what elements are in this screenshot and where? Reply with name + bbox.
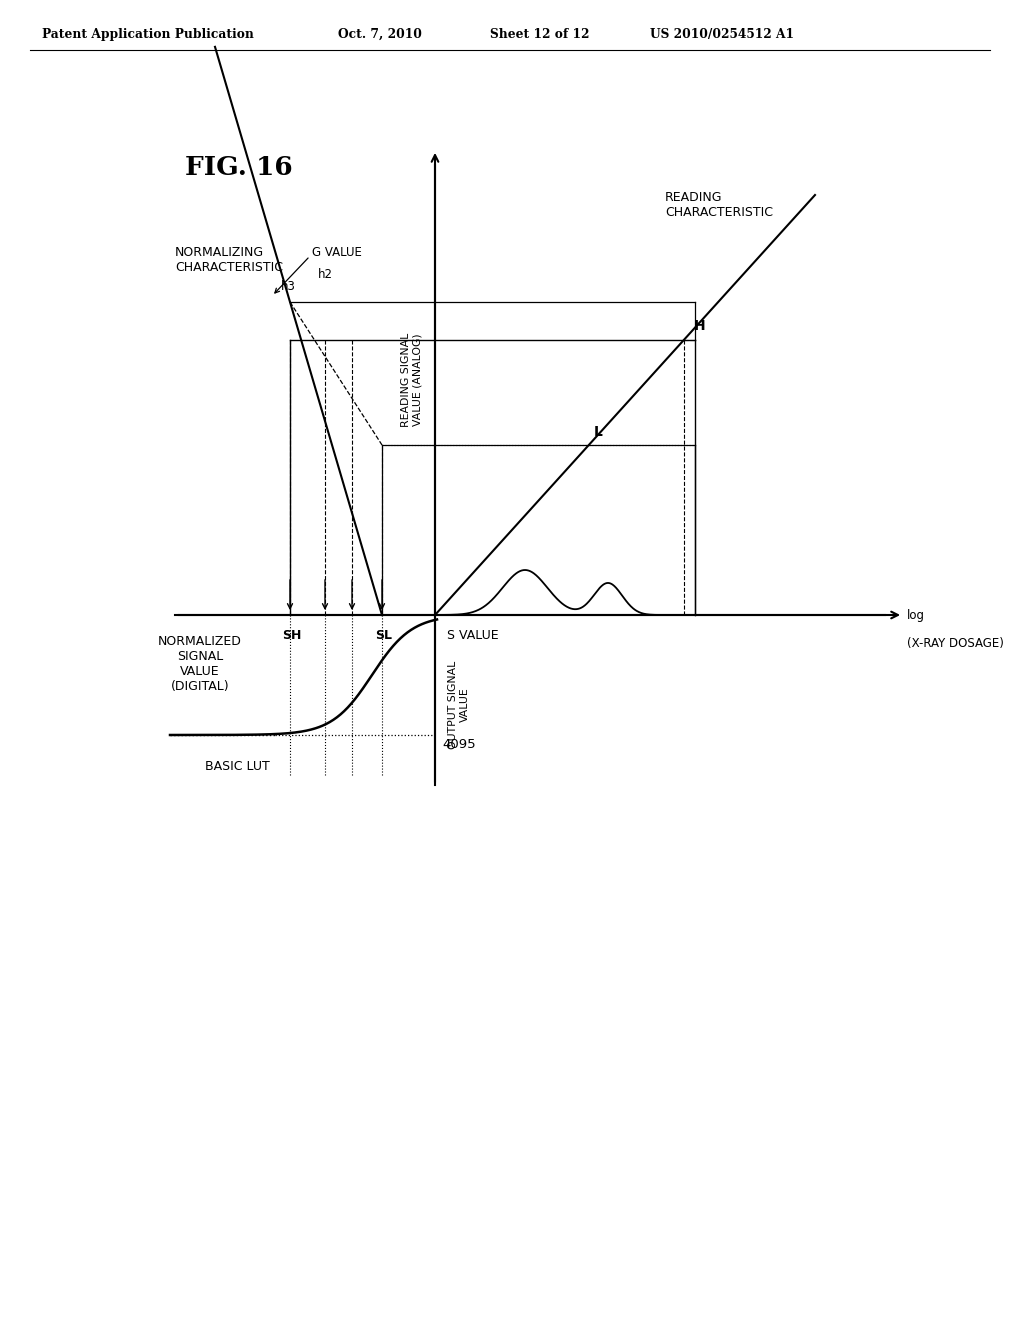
Text: log: log (907, 609, 925, 622)
Text: OUTPUT SIGNAL
VALUE: OUTPUT SIGNAL VALUE (447, 661, 470, 750)
Text: Sheet 12 of 12: Sheet 12 of 12 (490, 28, 590, 41)
Text: SH: SH (283, 630, 302, 642)
Text: L: L (594, 425, 603, 440)
Text: Oct. 7, 2010: Oct. 7, 2010 (338, 28, 422, 41)
Text: READING
CHARACTERISTIC: READING CHARACTERISTIC (665, 191, 773, 219)
Text: READING SIGNAL
VALUE (ANALOG): READING SIGNAL VALUE (ANALOG) (401, 333, 423, 428)
Text: US 2010/0254512 A1: US 2010/0254512 A1 (650, 28, 794, 41)
Text: (X-RAY DOSAGE): (X-RAY DOSAGE) (907, 638, 1004, 649)
Text: Patent Application Publication: Patent Application Publication (42, 28, 254, 41)
Text: FIG. 16: FIG. 16 (185, 154, 293, 180)
Text: G VALUE: G VALUE (312, 246, 361, 259)
Text: h3: h3 (281, 281, 296, 293)
Text: 4095: 4095 (442, 738, 475, 751)
Text: H: H (694, 319, 706, 333)
Text: SL: SL (376, 630, 392, 642)
Text: BASIC LUT: BASIC LUT (205, 760, 269, 774)
Text: NORMALIZED
SIGNAL
VALUE
(DIGITAL): NORMALIZED SIGNAL VALUE (DIGITAL) (158, 635, 242, 693)
Text: h2: h2 (317, 268, 333, 281)
Text: S VALUE: S VALUE (447, 630, 499, 642)
Text: NORMALIZING
CHARACTERISTIC: NORMALIZING CHARACTERISTIC (175, 246, 283, 275)
